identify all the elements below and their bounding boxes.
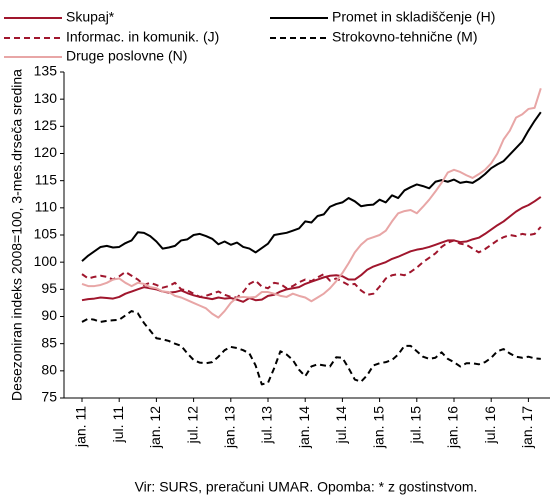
- x-tick-label: jul. 12: [184, 406, 200, 445]
- x-tick-label: jan. 11: [73, 406, 89, 448]
- x-tick-label: jul. 16: [482, 406, 498, 445]
- y-tick-label: 125: [34, 117, 58, 133]
- y-tick-label: 80: [41, 362, 57, 378]
- x-tick-label: jan. 15: [370, 406, 386, 449]
- x-tick-label: jan. 14: [296, 406, 312, 449]
- x-tick-label: jul. 11: [110, 406, 126, 444]
- y-tick-label: 85: [41, 334, 57, 350]
- legend-label: Skupaj*: [66, 9, 115, 25]
- y-tick-label: 120: [34, 144, 58, 160]
- y-tick-label: 110: [35, 199, 58, 215]
- y-tick-label: 95: [41, 280, 57, 296]
- y-tick-label: 135: [34, 63, 58, 79]
- x-tick-label: jan. 17: [519, 406, 535, 449]
- x-tick-label: jan. 13: [222, 406, 238, 449]
- legend-label: Strokovno-tehnične (M): [332, 29, 478, 45]
- series-line: [81, 196, 542, 303]
- legend-label: Informac. in komunik. (J): [66, 29, 219, 45]
- x-tick-label: jan. 16: [445, 406, 461, 449]
- x-tick-label: jul. 15: [408, 406, 424, 445]
- y-tick-label: 130: [34, 90, 58, 106]
- x-tick-label: jul. 14: [333, 406, 349, 445]
- y-axis-label: Desezoniran indeks 2008=100, 3-mes.drseč…: [9, 69, 25, 401]
- series-line: [81, 310, 541, 386]
- x-tick-label: jan. 12: [147, 406, 163, 449]
- y-tick-label: 100: [34, 253, 58, 269]
- legend-label: Promet in skladiščenje (H): [332, 9, 495, 25]
- legend-label: Druge poslovne (N): [66, 48, 187, 64]
- y-tick-label: 90: [41, 307, 57, 323]
- y-tick-label: 115: [35, 171, 58, 187]
- x-tick-label: jul. 13: [259, 406, 275, 445]
- y-tick-label: 75: [41, 389, 57, 405]
- series-line: [81, 111, 542, 262]
- series-line: [81, 87, 542, 319]
- y-tick-label: 105: [34, 226, 58, 242]
- series-line: [81, 226, 542, 299]
- source-note: Vir: SURS, preračuni UMAR. Opomba: * z g…: [135, 479, 478, 495]
